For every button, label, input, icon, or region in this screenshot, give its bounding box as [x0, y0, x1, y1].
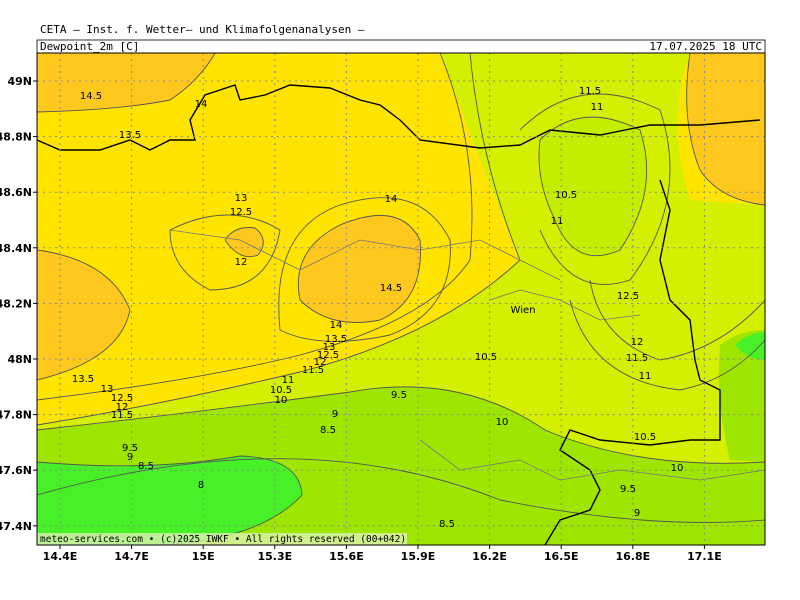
contour-label: 14	[385, 194, 398, 205]
contour-label: 11.5	[111, 410, 133, 421]
contour-label: 9	[634, 508, 640, 519]
contour-label: 10.5	[634, 432, 656, 443]
contour-label: 10	[275, 395, 288, 406]
lat-label: 48.2N	[0, 297, 32, 310]
contour-label: 12	[314, 357, 327, 368]
contour-label: 12.5	[317, 350, 339, 361]
contour-label: 14.5	[80, 91, 102, 102]
contour-label: 12	[235, 257, 248, 268]
field-name: Dewpoint_2m [C]	[40, 40, 139, 53]
contour-label: 9	[127, 452, 133, 463]
contour-label: 14.5	[380, 283, 402, 294]
contour-label: 11.5	[626, 353, 648, 364]
lat-label: 48.6N	[0, 186, 32, 199]
lon-label: 15.9E	[401, 550, 436, 563]
city-label: Wien	[511, 305, 536, 316]
lat-label: 48.4N	[0, 242, 32, 255]
contour-label: 8.5	[138, 461, 154, 472]
contour-label: 10.5	[555, 190, 577, 201]
lat-label: 48N	[7, 353, 32, 366]
contour-label: 8.5	[439, 519, 455, 530]
contour-label: 11	[591, 102, 604, 113]
contour-label: 10	[671, 463, 684, 474]
valid-time: 17.07.2025 18 UTC	[649, 40, 762, 53]
contour-label: 11	[551, 216, 564, 227]
contour-label: 9.5	[620, 484, 636, 495]
contour-label: 12.5	[111, 393, 133, 404]
contour-label: 8.5	[320, 425, 336, 436]
header-title: CETA — Inst. f. Wetter— und Klimafolgena…	[40, 23, 365, 36]
lat-label: 47.4N	[0, 520, 32, 533]
lon-label: 14.7E	[114, 550, 149, 563]
lon-label: 16.2E	[472, 550, 507, 563]
contour-label: 12.5	[230, 207, 252, 218]
contour-label: 13.5	[325, 334, 347, 345]
lon-label: 17.1E	[687, 550, 722, 563]
lon-label: 15E	[192, 550, 215, 563]
lat-label: 47.6N	[0, 464, 32, 477]
contour-label: 11	[639, 371, 652, 382]
contour-label: 9.5	[391, 390, 407, 401]
contour-label: 8	[198, 480, 204, 491]
lat-label: 48.8N	[0, 131, 32, 144]
contour-label: 12	[116, 402, 129, 413]
contour-label: 11	[282, 375, 295, 386]
contour-label: 13	[101, 384, 114, 395]
lat-label: 49N	[7, 75, 32, 88]
contour-label: 11.5	[302, 365, 324, 376]
map-area: 14.51413.51312.5121414.51413.51312.51211…	[37, 53, 765, 545]
contour-label: 10.5	[475, 352, 497, 363]
contour-label: 10	[496, 417, 509, 428]
contour-label: 10.5	[270, 385, 292, 396]
lon-label: 15.3E	[257, 550, 292, 563]
contour-label: 9.5	[122, 443, 138, 454]
lat-label: 47.8N	[0, 409, 32, 422]
contour-label: 14	[330, 320, 343, 331]
footer-bg	[37, 533, 407, 545]
lon-label: 14.4E	[43, 550, 78, 563]
contour-label: 14	[195, 99, 208, 110]
contour-label: 13.5	[119, 130, 141, 141]
lon-label: 16.8E	[615, 550, 650, 563]
copyright: meteo-services.com • (c)2025 IWKF • All …	[40, 534, 406, 545]
map-frame	[36, 52, 766, 546]
contour-label: 11.5	[579, 86, 601, 97]
contour-label: 9	[332, 409, 338, 420]
contour-label: 12.5	[617, 291, 639, 302]
contour-label: 13	[235, 193, 248, 204]
contour-label: 12	[631, 337, 644, 348]
contour-label: 13.5	[72, 374, 94, 385]
lon-label: 15.6E	[329, 550, 364, 563]
contour-label: 13	[323, 342, 336, 353]
lon-label: 16.5E	[544, 550, 579, 563]
